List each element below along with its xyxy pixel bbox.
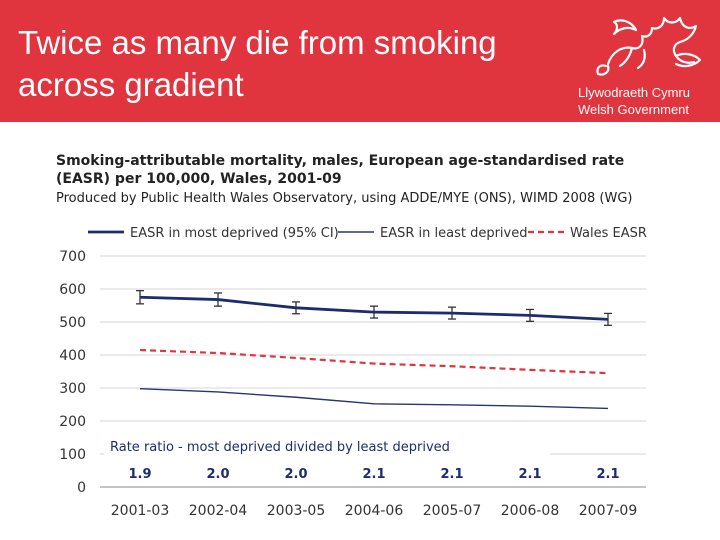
x-tick-label: 2006-08 bbox=[501, 503, 560, 519]
x-tick-label: 2004-06 bbox=[345, 503, 404, 519]
data-point bbox=[295, 357, 297, 359]
x-tick-label: 2007-09 bbox=[579, 503, 638, 519]
series-line-2 bbox=[139, 387, 609, 410]
ratio-value: 2.1 bbox=[518, 467, 541, 482]
slide-title-line1: Twice as many die from smoking bbox=[18, 24, 497, 61]
data-point bbox=[529, 369, 531, 371]
chart-title-line1: Smoking-attributable mortality, males, E… bbox=[56, 153, 625, 169]
slide-title-line2: across gradient bbox=[18, 66, 244, 103]
data-point bbox=[139, 349, 141, 351]
data-point bbox=[217, 391, 219, 393]
slide-title: Twice as many die from smoking across gr… bbox=[18, 22, 588, 106]
ratio-label: Rate ratio - most deprived divided by le… bbox=[110, 440, 450, 455]
y-tick-label: 200 bbox=[59, 414, 86, 430]
ratio-row-background bbox=[104, 456, 646, 486]
data-point bbox=[373, 403, 375, 405]
y-tick-label: 300 bbox=[59, 381, 86, 397]
chart-subtitle: Produced by Public Health Wales Observat… bbox=[56, 191, 633, 206]
y-tick-label: 500 bbox=[59, 315, 86, 331]
ratio-value: 2.0 bbox=[284, 467, 307, 482]
welsh-government-logo: Llywodraeth Cymru Welsh Government bbox=[578, 4, 718, 120]
ratio-value: 2.1 bbox=[362, 467, 385, 482]
legend-label-1: EASR in most deprived (95% CI) bbox=[130, 226, 339, 241]
logo-line1: Llywodraeth Cymru bbox=[578, 85, 690, 100]
data-point bbox=[451, 365, 453, 367]
ratio-value: 1.9 bbox=[128, 467, 151, 482]
chart-title-line2: (EASR) per 100,000, Wales, 2001-09 bbox=[56, 171, 342, 187]
chart-title: Smoking-attributable mortality, males, E… bbox=[56, 152, 656, 188]
x-tick-label: 2001-03 bbox=[111, 503, 170, 519]
data-point bbox=[607, 372, 609, 374]
ratio-label-background bbox=[104, 436, 550, 456]
ratio-value: 2.1 bbox=[596, 467, 619, 482]
ratio-value: 2.0 bbox=[206, 467, 229, 482]
data-point bbox=[607, 407, 609, 409]
data-point bbox=[451, 404, 453, 406]
data-point bbox=[373, 363, 375, 365]
legend-label-3: Wales EASR bbox=[570, 226, 647, 241]
ratio-value: 2.1 bbox=[440, 467, 463, 482]
data-point bbox=[217, 352, 219, 354]
logo-text: Llywodraeth Cymru Welsh Government bbox=[578, 84, 718, 118]
logo-line2: Welsh Government bbox=[578, 102, 690, 117]
legend-label-2: EASR in least deprived bbox=[380, 226, 528, 241]
data-point bbox=[139, 388, 141, 390]
slide-header: Twice as many die from smoking across gr… bbox=[0, 0, 720, 122]
y-tick-label: 400 bbox=[59, 348, 86, 364]
series-line-3 bbox=[139, 348, 609, 375]
x-tick-label: 2002-04 bbox=[189, 503, 248, 519]
y-tick-label: 700 bbox=[59, 249, 86, 265]
y-tick-label: 100 bbox=[59, 447, 86, 463]
y-tick-label: 600 bbox=[59, 282, 86, 298]
data-point bbox=[529, 405, 531, 407]
y-tick-label: 0 bbox=[77, 480, 86, 496]
data-point bbox=[295, 396, 297, 398]
welsh-dragon-icon bbox=[596, 16, 702, 76]
x-tick-label: 2003-05 bbox=[267, 503, 326, 519]
x-tick-label: 2005-07 bbox=[423, 503, 482, 519]
